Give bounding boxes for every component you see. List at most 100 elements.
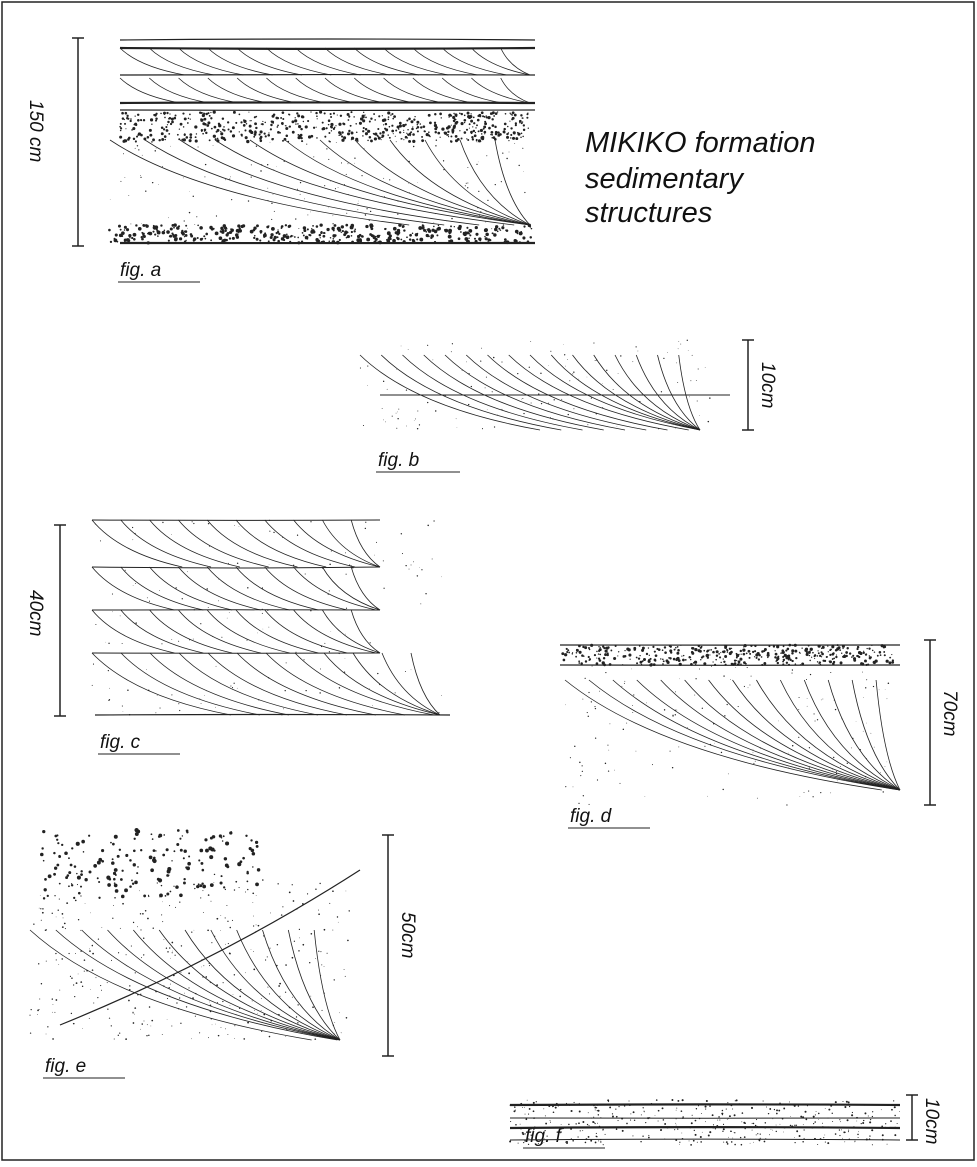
grain — [349, 564, 350, 565]
grain — [811, 657, 812, 658]
grain — [475, 233, 478, 236]
grain — [346, 213, 347, 214]
grain — [714, 664, 716, 666]
grain — [848, 1130, 849, 1131]
grain — [324, 929, 326, 931]
grain — [483, 126, 486, 129]
grain — [480, 211, 481, 212]
grain — [199, 112, 201, 114]
grain — [487, 409, 488, 410]
grain — [170, 995, 171, 996]
grain — [434, 222, 435, 223]
grain — [322, 1010, 323, 1011]
grain — [690, 1128, 691, 1129]
grain — [156, 230, 158, 232]
grain — [721, 1113, 723, 1115]
grain — [143, 954, 144, 955]
grain — [883, 791, 884, 792]
grain — [723, 661, 725, 663]
scale-label: 10cm — [757, 362, 778, 408]
grain — [123, 711, 124, 712]
foreset — [351, 610, 380, 653]
grain — [226, 905, 227, 906]
grain — [126, 954, 127, 955]
grain — [624, 683, 625, 684]
grain — [58, 910, 59, 911]
foreset — [354, 78, 414, 103]
grain — [205, 849, 209, 853]
grain — [199, 226, 203, 230]
grain — [265, 135, 267, 137]
grain — [357, 209, 358, 210]
grain — [385, 422, 386, 423]
grain — [718, 1116, 720, 1118]
grain — [707, 649, 709, 651]
grain — [812, 652, 814, 654]
grain — [397, 231, 400, 234]
grain — [789, 1101, 790, 1102]
grain — [681, 1110, 683, 1112]
grain — [265, 959, 266, 960]
grain — [632, 712, 633, 713]
grain — [583, 795, 584, 796]
grain — [739, 658, 742, 661]
grain — [846, 1101, 848, 1103]
grain — [68, 885, 70, 887]
grain — [135, 140, 137, 142]
grain — [185, 225, 187, 227]
grain — [792, 645, 793, 646]
foreset — [150, 567, 233, 610]
grain — [270, 948, 271, 949]
grain — [452, 116, 455, 119]
grain — [809, 747, 810, 748]
grain — [605, 672, 606, 673]
foreset — [384, 48, 449, 75]
grain — [529, 1108, 531, 1110]
foreset — [149, 78, 209, 103]
grain — [324, 232, 325, 233]
grain — [784, 1126, 786, 1128]
grain — [735, 667, 736, 668]
grain — [302, 944, 304, 946]
grain — [54, 835, 57, 838]
grain — [268, 225, 270, 227]
grain — [504, 123, 507, 126]
grain — [396, 428, 397, 429]
foreset — [159, 930, 340, 1040]
grain — [235, 233, 239, 237]
grain — [152, 138, 155, 141]
grain — [417, 182, 418, 183]
grain — [298, 228, 299, 229]
grain — [633, 647, 636, 650]
grain — [221, 637, 222, 638]
grain — [120, 123, 122, 125]
grain — [696, 380, 697, 381]
grain — [89, 870, 92, 873]
grain — [818, 1119, 819, 1120]
grain — [690, 659, 692, 661]
grain — [538, 1143, 539, 1144]
grain — [744, 686, 745, 687]
foreset — [236, 610, 319, 653]
grain — [331, 130, 332, 131]
grain — [591, 1118, 592, 1119]
grain — [66, 902, 68, 904]
grain — [285, 127, 288, 130]
grain — [658, 428, 659, 429]
grain — [364, 148, 365, 149]
grain — [598, 650, 600, 652]
grain — [752, 1130, 753, 1131]
grain — [346, 174, 347, 175]
grain — [461, 122, 464, 125]
grain — [278, 233, 280, 235]
grain — [484, 228, 488, 232]
grain — [621, 1118, 623, 1120]
grain — [29, 1015, 30, 1016]
grain — [824, 1135, 825, 1136]
grain — [232, 687, 233, 688]
grain — [114, 883, 115, 884]
grain — [186, 829, 189, 832]
grain — [140, 119, 142, 121]
grain — [133, 585, 134, 586]
grain — [545, 1115, 546, 1116]
